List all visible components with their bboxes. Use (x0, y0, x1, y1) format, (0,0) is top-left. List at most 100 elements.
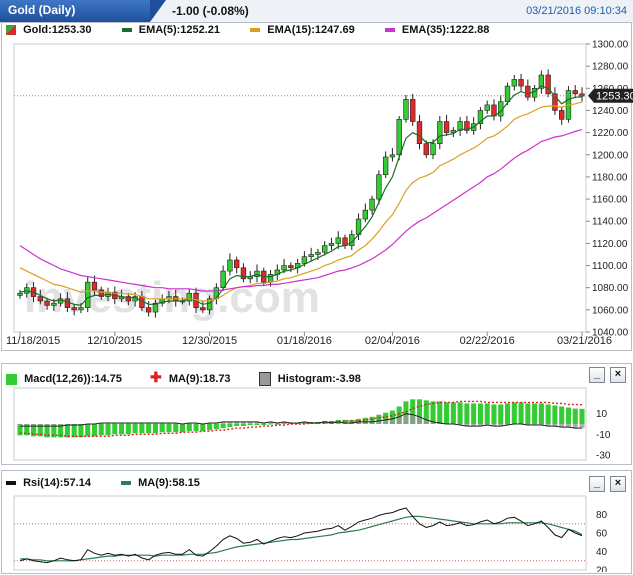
candle (389, 154, 396, 158)
macd-legend: Macd(12,26)):14.75 ✚ MA(9):18.73 Histogr… (6, 369, 361, 387)
legend-ema15: EMA(15):1247.69 (267, 24, 355, 36)
candle (416, 121, 423, 144)
title-tab-tip (150, 0, 166, 22)
candle (37, 296, 43, 302)
histogram-bar (471, 424, 477, 427)
macd-bar (112, 424, 118, 435)
legend-macd-ma: MA(9):18.73 (168, 373, 231, 385)
macd-bar (579, 408, 585, 424)
candle (281, 265, 287, 271)
macd-bar (342, 419, 348, 424)
macd-bar (403, 401, 409, 424)
price-tag-label: 1253.30 (596, 91, 633, 103)
rsi-minimize-button[interactable]: _ (589, 476, 605, 492)
macd-bar (450, 402, 456, 424)
histogram-bar (369, 421, 375, 424)
rsi-chart[interactable]: 80 60 40 20 (0, 494, 633, 572)
histogram-bar (24, 424, 30, 427)
macd-bar (484, 403, 490, 424)
candle (234, 259, 240, 269)
histogram-bar (430, 421, 436, 424)
histogram-bar (403, 413, 409, 424)
macd-bar (254, 424, 260, 426)
price-chart[interactable]: investing.com 1040.00 1060.00 1080.00 1100.0… (0, 36, 633, 350)
legend-ema5: EMA(5):1252.21 (138, 24, 221, 36)
rsi-close-button[interactable]: × (610, 476, 626, 492)
candle (376, 174, 382, 200)
y-tick-label: 1100.00 (592, 261, 628, 272)
macd-chart[interactable]: 10 -10 -30 (0, 386, 633, 462)
macd-bar (444, 402, 450, 424)
histogram-bar (552, 424, 558, 427)
macd-bar (471, 403, 477, 424)
macd-bar (525, 403, 531, 424)
rsi-y-tick-label: 40 (596, 547, 608, 558)
ema5-swatch (121, 28, 132, 33)
macd-bar (410, 399, 416, 424)
macd-bar (362, 417, 368, 424)
histogram-bar (227, 421, 233, 424)
candle (437, 121, 443, 144)
rsi-y-tick-label: 20 (596, 566, 608, 573)
watermark: investing.com (24, 273, 320, 322)
candle (504, 85, 511, 102)
candle (240, 267, 247, 280)
candle (98, 289, 104, 297)
candle (538, 74, 545, 89)
candle (71, 307, 77, 311)
histogram-bar (247, 421, 253, 424)
macd-bar (91, 424, 98, 437)
rsi-y-tick-label: 60 (596, 529, 608, 540)
macd-bar (389, 410, 395, 424)
legend-ema35: EMA(35):1222.88 (401, 24, 490, 36)
candle (78, 307, 84, 311)
macd-bar (552, 405, 558, 424)
gold-icon (6, 25, 16, 36)
macd-bar (139, 424, 145, 434)
macd-bar (538, 403, 544, 424)
histogram-bar (464, 424, 470, 427)
y-tick-label: 1280.00 (592, 62, 629, 73)
price-change: -1.00 (-0.08%) (172, 4, 249, 18)
macd-bar (457, 402, 463, 424)
ema-line-0 (19, 85, 583, 307)
macd-y-tick-label: 10 (596, 409, 608, 420)
histogram-bar (356, 421, 362, 424)
candle (227, 259, 233, 272)
macd-minimize-button[interactable]: _ (589, 367, 605, 383)
candle (51, 302, 57, 306)
macd-y-tick-label: -10 (596, 430, 611, 441)
histogram-bar (383, 419, 389, 424)
macd-bar (44, 424, 50, 438)
histogram-bar (572, 424, 578, 429)
candle (457, 121, 463, 131)
x-tick-label: 11/18/2015 (6, 335, 60, 347)
macd-bar (518, 402, 524, 424)
candle (328, 243, 335, 246)
macd-bar (173, 424, 179, 433)
histogram-line (20, 413, 582, 429)
histogram-bar (545, 424, 551, 427)
macd-bar (247, 424, 253, 426)
macd-close-button[interactable]: × (610, 367, 626, 383)
macd-bar (119, 424, 125, 435)
instrument-title[interactable]: Gold (Daily) (8, 3, 76, 17)
macd-bar (477, 403, 483, 424)
y-tick-label: 1180.00 (592, 172, 628, 183)
rsi-ma-swatch (121, 481, 132, 486)
macd-bar (430, 401, 436, 424)
legend-rsi: Rsi(14):57.14 (23, 477, 91, 489)
histogram-bar (389, 418, 395, 424)
macd-bar (383, 412, 389, 424)
histogram-swatch (258, 372, 271, 387)
histogram-bar (565, 424, 571, 428)
histogram-bar (240, 421, 246, 424)
ema15-swatch (250, 28, 261, 33)
plot-area (13, 43, 587, 333)
histogram-bar (254, 421, 260, 424)
macd-bar (213, 424, 219, 430)
macd-bar (437, 401, 443, 424)
rsi-plot-area (13, 495, 587, 571)
candle (335, 237, 341, 244)
price-legend: Gold:1253.30 EMA(5):1252.21 EMA(15):1247… (6, 24, 489, 36)
